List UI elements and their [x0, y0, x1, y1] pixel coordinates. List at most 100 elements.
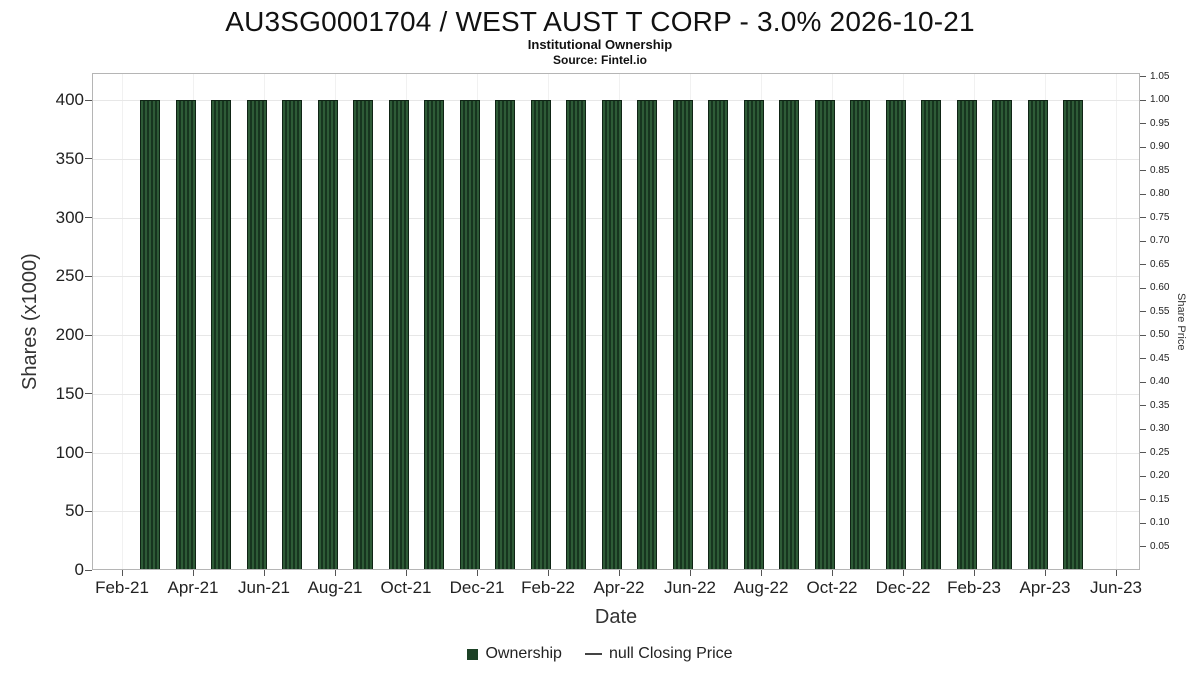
ownership-bar — [814, 100, 835, 569]
x-axis-title: Date — [594, 606, 638, 628]
ownership-bar — [672, 100, 693, 569]
y-tickmark-right — [1140, 193, 1146, 195]
y-tick-label-right: 0.45 — [1150, 352, 1170, 364]
x-tickmark — [121, 570, 123, 576]
ownership-bar — [495, 100, 516, 569]
x-gridline — [122, 74, 123, 569]
x-tickmark — [476, 570, 478, 576]
y-tick-label-left: 350 — [55, 148, 84, 168]
y-tickmark-right — [1140, 334, 1146, 336]
ownership-bar — [1063, 100, 1084, 569]
y-tick-label-right: 0.10 — [1150, 517, 1170, 528]
y-tickmark-right — [1140, 499, 1146, 500]
x-tickmark — [760, 570, 762, 576]
ownership-bar — [175, 100, 196, 569]
x-tickmark — [547, 570, 549, 576]
x-tick-label: Apr-21 — [167, 578, 219, 597]
ownership-bar — [211, 100, 232, 569]
y-tickmark-right — [1140, 405, 1146, 406]
x-tick-label: Oct-22 — [806, 578, 858, 597]
x-tickmark — [689, 570, 691, 576]
x-tickmark — [263, 570, 265, 576]
ownership-bar — [992, 100, 1013, 569]
y-tick-label-right: 0.90 — [1150, 141, 1170, 153]
ownership-bar — [317, 100, 338, 569]
y-tick-label-right: 1.00 — [1150, 94, 1170, 106]
y-tickmark-right — [1140, 170, 1146, 172]
ownership-bar — [1027, 100, 1048, 569]
y-axis-title-right: Share Price — [1175, 292, 1187, 351]
y-tickmark-right — [1140, 475, 1146, 477]
y-tickmark-left — [85, 217, 92, 219]
y-tick-label-right: 0.70 — [1150, 235, 1170, 247]
y-tickmark-left — [85, 99, 92, 101]
y-tick-label-right: 0.60 — [1150, 282, 1170, 293]
y-tick-label-right: 0.05 — [1150, 540, 1170, 552]
y-tick-label-left: 0 — [74, 560, 84, 579]
x-tickmark — [902, 570, 904, 576]
y-tickmark-left — [85, 334, 92, 336]
ownership-bar — [459, 100, 480, 569]
y-tick-label-left: 250 — [55, 266, 84, 286]
y-tickmark-right — [1140, 99, 1146, 101]
ownership-bar — [779, 100, 800, 569]
x-tickmark — [1115, 570, 1117, 576]
x-tick-label: Dec-22 — [875, 578, 931, 597]
x-tick-label: Aug-22 — [733, 578, 789, 597]
y-tick-label-left: 300 — [55, 207, 84, 227]
y-tickmark-right — [1140, 146, 1146, 148]
y-tickmark-right — [1140, 546, 1146, 547]
ownership-bar — [140, 100, 161, 569]
y-tick-label-right: 0.35 — [1150, 399, 1170, 411]
y-tick-label-left: 400 — [55, 90, 84, 110]
y-tickmark-right — [1140, 240, 1146, 242]
x-tickmark — [618, 570, 620, 576]
y-tickmark-left — [85, 510, 92, 512]
chart-subtitle: Institutional Ownership — [527, 37, 673, 52]
y-tick-label-right: 0.55 — [1150, 305, 1170, 317]
ownership-bar — [743, 100, 764, 569]
y-tickmark-right — [1140, 522, 1146, 524]
chart-source: Source: Fintel.io — [552, 53, 647, 67]
ownership-bar — [353, 100, 374, 569]
x-tick-label: Feb-21 — [95, 578, 149, 597]
y-tickmark-right — [1140, 264, 1146, 265]
ownership-bar — [530, 100, 551, 569]
y-tick-label-left: 100 — [55, 442, 84, 462]
x-tickmark — [334, 570, 336, 576]
x-tickmark — [831, 570, 833, 576]
ownership-bar — [246, 100, 267, 569]
x-tick-label: Feb-23 — [947, 578, 1001, 597]
ownership-bar — [921, 100, 942, 569]
x-tickmark — [1044, 570, 1046, 576]
x-tickmark — [973, 570, 975, 576]
y-tickmark-left — [85, 393, 92, 395]
y-tickmark-right — [1140, 452, 1146, 453]
y-tickmark-right — [1140, 123, 1146, 125]
y-tick-label-right: 0.25 — [1150, 446, 1170, 458]
x-tick-label: Jun-23 — [1090, 578, 1142, 597]
y-tickmark-right — [1140, 76, 1146, 78]
ownership-bar — [282, 100, 303, 569]
y-tickmark-right — [1140, 287, 1146, 289]
x-tick-label: Jun-22 — [664, 578, 716, 597]
x-tick-label: Apr-22 — [593, 578, 645, 597]
y-tick-label-right: 0.80 — [1150, 188, 1170, 200]
y-tickmark-right — [1140, 428, 1146, 430]
x-gridline — [1116, 74, 1117, 569]
y-tick-label-right: 0.20 — [1150, 470, 1170, 481]
x-tickmark — [192, 570, 194, 576]
x-tick-label: Apr-23 — [1019, 578, 1071, 597]
y-tick-label-right: 0.85 — [1150, 164, 1170, 176]
ownership-bar — [601, 100, 622, 569]
y-tick-label-right: 0.40 — [1150, 376, 1170, 387]
ownership-bar — [708, 100, 729, 569]
y-tick-label-right: 0.15 — [1150, 493, 1170, 505]
ownership-bar — [850, 100, 871, 569]
y-tick-label-right: 0.30 — [1150, 423, 1170, 434]
closing-price-legend-label: null Closing Price — [608, 645, 733, 662]
y-tick-label-left: 50 — [65, 501, 84, 521]
y-tick-label-right: 0.75 — [1150, 211, 1170, 223]
y-tick-label-right: 0.65 — [1150, 258, 1170, 270]
ownership-legend-label: Ownership — [485, 645, 562, 662]
